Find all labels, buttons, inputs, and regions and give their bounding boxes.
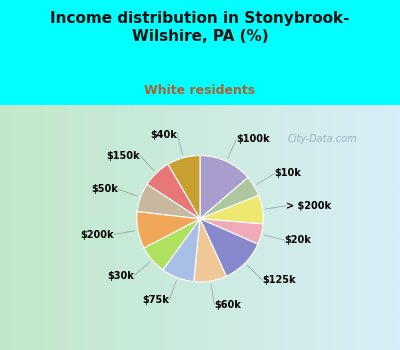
Wedge shape [200, 177, 259, 219]
Text: $60k: $60k [214, 300, 241, 310]
Text: $20k: $20k [284, 235, 312, 245]
Wedge shape [200, 219, 258, 276]
Wedge shape [168, 155, 200, 219]
Text: $200k: $200k [81, 230, 114, 239]
Text: $125k: $125k [262, 275, 296, 285]
Text: City-Data.com: City-Data.com [288, 134, 358, 145]
Text: $30k: $30k [107, 271, 134, 281]
Text: $10k: $10k [274, 168, 302, 178]
Wedge shape [200, 195, 263, 224]
Wedge shape [200, 219, 263, 244]
Wedge shape [137, 184, 200, 219]
Text: $100k: $100k [236, 134, 270, 145]
Wedge shape [194, 219, 226, 282]
Text: White residents: White residents [144, 84, 256, 97]
Wedge shape [137, 211, 200, 248]
Wedge shape [144, 219, 200, 270]
Wedge shape [147, 164, 200, 219]
Wedge shape [200, 155, 248, 219]
Text: $40k: $40k [150, 130, 177, 140]
Text: $75k: $75k [142, 295, 169, 305]
Text: $50k: $50k [91, 184, 118, 194]
Text: > $200k: > $200k [286, 201, 331, 211]
Text: $150k: $150k [106, 150, 140, 161]
Text: Income distribution in Stonybrook-
Wilshire, PA (%): Income distribution in Stonybrook- Wilsh… [50, 10, 350, 44]
Wedge shape [163, 219, 200, 282]
